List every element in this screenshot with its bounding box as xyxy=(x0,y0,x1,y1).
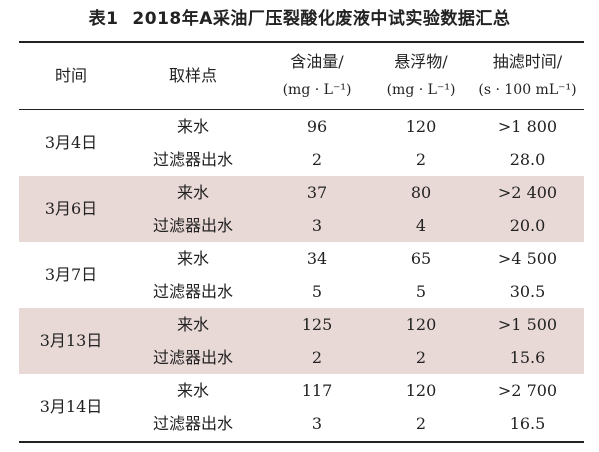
cell-filter-time: 30.5 xyxy=(509,282,546,301)
cell-oil-content: 3 xyxy=(311,216,323,235)
cell-suspended-solids: 120 xyxy=(405,381,437,400)
table-body: 3月4日 来水 96 120 >1 800 过滤器出水 2 2 28.0 3月6… xyxy=(19,110,584,441)
group-date: 3月6日 xyxy=(44,199,98,218)
cell-oil-content: 5 xyxy=(311,282,323,301)
header-suspended-solids-label: 悬浮物/ xyxy=(394,52,448,71)
group-date: 3月14日 xyxy=(39,397,103,416)
cell-filter-time: >1 500 xyxy=(497,315,558,334)
cell-suspended-solids: 120 xyxy=(405,315,437,334)
cell-suspended-solids: 120 xyxy=(405,117,437,136)
cell-suspended-solids: 2 xyxy=(415,414,427,433)
header-filter-time-label: 抽滤时间/ xyxy=(492,52,563,71)
cell-filter-time: 16.5 xyxy=(509,414,546,433)
cell-suspended-solids: 80 xyxy=(410,183,432,202)
table-group-shaded: 3月6日 来水 37 80 >2 400 过滤器出水 3 4 20.0 xyxy=(19,176,584,242)
cell-filter-time: 20.0 xyxy=(509,216,546,235)
cell-suspended-solids: 2 xyxy=(415,348,427,367)
cell-oil-content: 2 xyxy=(311,348,323,367)
group-date: 3月7日 xyxy=(44,265,98,284)
table-group: 3月4日 来水 96 120 >1 800 过滤器出水 2 2 28.0 xyxy=(19,110,584,176)
cell-filter-time: >4 500 xyxy=(497,249,558,268)
cell-suspended-solids: 2 xyxy=(415,150,427,169)
header-oil-content-unit: (mg · L⁻¹) xyxy=(282,82,352,98)
cell-sample-point: 来水 xyxy=(176,183,209,202)
header-sample-point: 取样点 xyxy=(123,43,263,109)
cell-oil-content: 34 xyxy=(306,249,328,268)
table-group-shaded: 3月13日 来水 125 120 >1 500 过滤器出水 2 2 15.6 xyxy=(19,308,584,374)
header-oil-content-label: 含油量/ xyxy=(290,52,344,71)
cell-filter-time: 15.6 xyxy=(509,348,546,367)
cell-oil-content: 37 xyxy=(306,183,328,202)
table-header: 时间 取样点 含油量/ (mg · L⁻¹) 悬浮物/ (mg · L⁻¹) 抽… xyxy=(19,43,584,109)
header-sample-point-label: 取样点 xyxy=(168,66,217,85)
cell-filter-time: >2 400 xyxy=(497,183,558,202)
group-date: 3月13日 xyxy=(39,331,103,350)
header-suspended-solids-unit: (mg · L⁻¹) xyxy=(386,82,456,98)
cell-oil-content: 125 xyxy=(301,315,333,334)
cell-oil-content: 96 xyxy=(306,117,328,136)
cell-sample-point: 来水 xyxy=(176,117,209,136)
group-date: 3月4日 xyxy=(44,133,98,152)
cell-sample-point: 来水 xyxy=(176,315,209,334)
cell-oil-content: 117 xyxy=(301,381,333,400)
top-rule xyxy=(19,41,584,43)
cell-filter-time: >2 700 xyxy=(497,381,558,400)
header-suspended-solids: 悬浮物/ (mg · L⁻¹) xyxy=(371,43,471,109)
cell-filter-time: 28.0 xyxy=(509,150,546,169)
table-caption: 表1 2018年A采油厂压裂酸化废液中试实验数据汇总 xyxy=(0,4,599,34)
cell-sample-point: 过滤器出水 xyxy=(152,414,233,433)
table-group: 3月7日 来水 34 65 >4 500 过滤器出水 5 5 30.5 xyxy=(19,242,584,308)
bottom-rule xyxy=(19,441,584,443)
table-number: 表1 xyxy=(88,9,119,29)
header-filter-time-unit: (s · 100 mL⁻¹) xyxy=(478,82,577,98)
header-oil-content: 含油量/ (mg · L⁻¹) xyxy=(263,43,371,109)
header-filter-time: 抽滤时间/ (s · 100 mL⁻¹) xyxy=(471,43,584,109)
header-rule xyxy=(19,109,584,110)
table-group: 3月14日 来水 117 120 >2 700 过滤器出水 3 2 16.5 xyxy=(19,374,584,440)
cell-suspended-solids: 65 xyxy=(410,249,432,268)
table-title: 2018年A采油厂压裂酸化废液中试实验数据汇总 xyxy=(132,9,511,29)
cell-sample-point: 过滤器出水 xyxy=(152,348,233,367)
cell-oil-content: 2 xyxy=(311,150,323,169)
cell-filter-time: >1 800 xyxy=(497,117,558,136)
cell-sample-point: 过滤器出水 xyxy=(152,150,233,169)
header-date-label: 时间 xyxy=(54,66,87,85)
cell-sample-point: 来水 xyxy=(176,249,209,268)
cell-suspended-solids: 4 xyxy=(415,216,427,235)
cell-sample-point: 过滤器出水 xyxy=(152,216,233,235)
cell-sample-point: 过滤器出水 xyxy=(152,282,233,301)
cell-sample-point: 来水 xyxy=(176,381,209,400)
cell-oil-content: 3 xyxy=(311,414,323,433)
cell-suspended-solids: 5 xyxy=(415,282,427,301)
header-date: 时间 xyxy=(19,43,123,109)
